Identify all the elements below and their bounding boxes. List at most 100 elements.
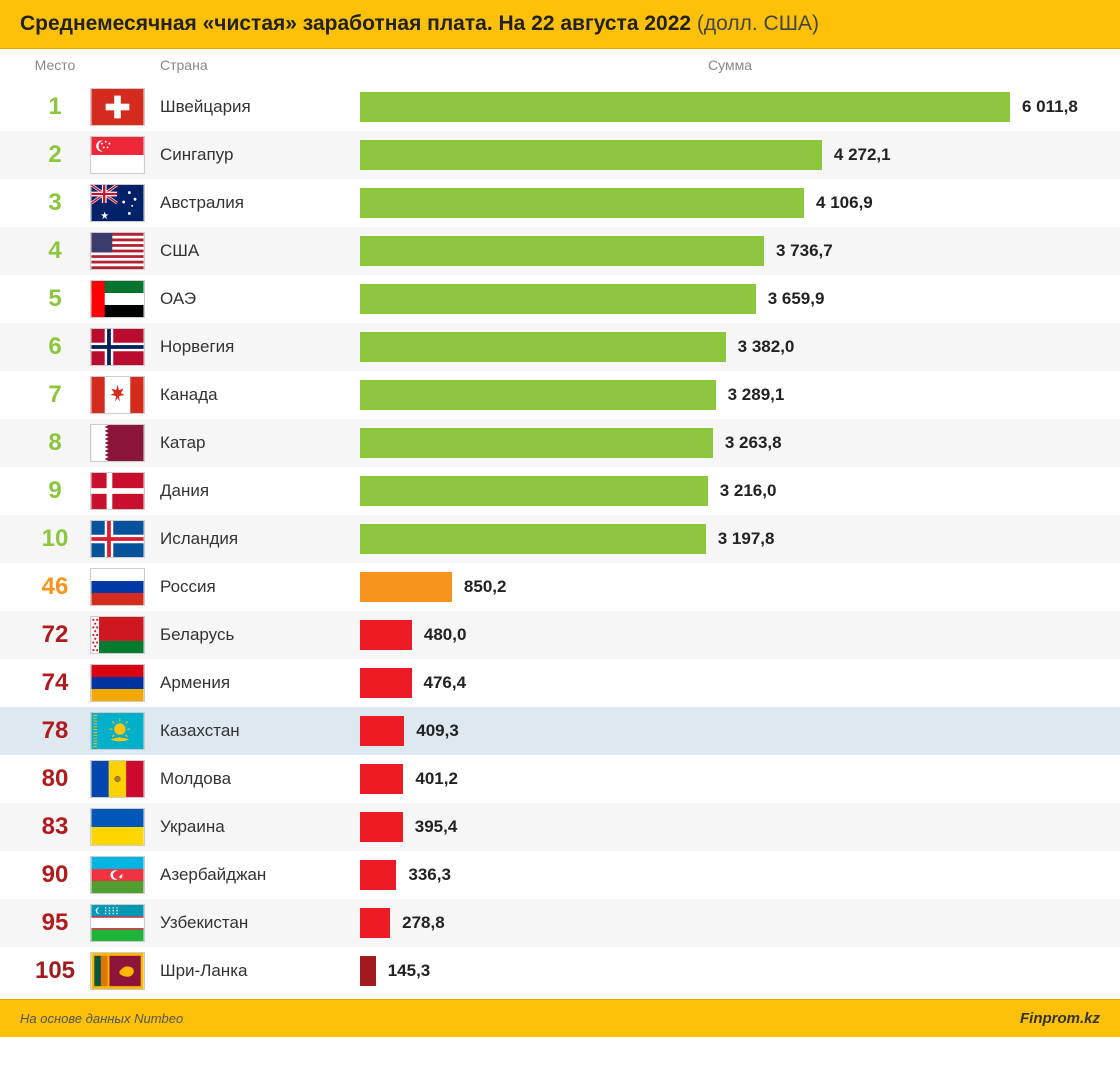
data-row: 72 Беларусь480,0 (0, 611, 1120, 659)
rank-cell: 6 (20, 333, 90, 361)
value-label: 336,3 (408, 865, 451, 885)
flag-icon (90, 664, 160, 702)
bar (360, 572, 452, 602)
bar-area: 3 659,9 (360, 284, 1100, 314)
bar-area: 278,8 (360, 908, 1100, 938)
data-row: 95Узбекистан278,8 (0, 899, 1120, 947)
value-label: 3 736,7 (776, 241, 833, 261)
country-cell: Дания (160, 481, 360, 501)
rank-cell: 1 (20, 93, 90, 121)
country-cell: Исландия (160, 529, 360, 549)
bar-area: 3 736,7 (360, 236, 1100, 266)
flag-icon (90, 760, 160, 798)
data-row: 83Украина395,4 (0, 803, 1120, 851)
country-cell: Швейцария (160, 97, 360, 117)
bar-area: 4 106,9 (360, 188, 1100, 218)
bar (360, 188, 804, 218)
bar (360, 140, 822, 170)
rank-cell: 72 (20, 621, 90, 649)
bar (360, 812, 403, 842)
value-label: 401,2 (415, 769, 458, 789)
bar-area: 850,2 (360, 572, 1100, 602)
bar-area: 401,2 (360, 764, 1100, 794)
data-row: 10Исландия3 197,8 (0, 515, 1120, 563)
data-row: 8 Катар 3 263,8 (0, 419, 1120, 467)
flag-icon (90, 520, 160, 558)
footer-brand: Finprom.kz (1020, 1010, 1100, 1027)
data-row: 5ОАЭ3 659,9 (0, 275, 1120, 323)
value-label: 3 197,8 (718, 529, 775, 549)
rank-cell: 46 (20, 573, 90, 601)
bar (360, 332, 726, 362)
rank-cell: 80 (20, 765, 90, 793)
bar (360, 284, 756, 314)
data-row: 9Дания3 216,0 (0, 467, 1120, 515)
rank-cell: 5 (20, 285, 90, 313)
flag-icon (90, 616, 160, 654)
rows-container: 1Швейцария6 011,82Сингапур4 272,13Австра… (0, 83, 1120, 995)
footer-bar: На основе данных Numbeo Finprom.kz (0, 999, 1120, 1037)
flag-icon (90, 904, 160, 942)
bar (360, 428, 713, 458)
data-row: 46 Россия 850,2 (0, 563, 1120, 611)
bar-area: 480,0 (360, 620, 1100, 650)
country-cell: Шри-Ланка (160, 961, 360, 981)
flag-icon (90, 136, 160, 174)
bar (360, 668, 412, 698)
bar-area: 3 382,0 (360, 332, 1100, 362)
bar-area: 395,4 (360, 812, 1100, 842)
rank-cell: 9 (20, 477, 90, 505)
rank-cell: 8 (20, 429, 90, 457)
data-row: 7 Канада 3 289,1 (0, 371, 1120, 419)
country-cell: Катар (160, 433, 360, 453)
flag-icon (90, 328, 160, 366)
bar (360, 524, 706, 554)
country-cell: Украина (160, 817, 360, 837)
bar (360, 908, 390, 938)
country-cell: Австралия (160, 193, 360, 213)
value-label: 278,8 (402, 913, 445, 933)
value-label: 409,3 (416, 721, 459, 741)
data-row: 74 Армения 476,4 (0, 659, 1120, 707)
bar-area: 3 263,8 (360, 428, 1100, 458)
header-rank: Место (20, 57, 90, 73)
bar (360, 860, 396, 890)
header-amount: Сумма (360, 57, 1100, 73)
rank-cell: 105 (20, 957, 90, 985)
infographic-container: Среднемесячная «чистая» заработная плата… (0, 0, 1120, 1037)
value-label: 850,2 (464, 577, 507, 597)
title-main: Среднемесячная «чистая» заработная плата… (20, 12, 697, 35)
value-label: 476,4 (424, 673, 467, 693)
bar-area: 4 272,1 (360, 140, 1100, 170)
country-cell: Канада (160, 385, 360, 405)
value-label: 4 106,9 (816, 193, 873, 213)
rank-cell: 7 (20, 381, 90, 409)
flag-icon (90, 376, 160, 414)
country-cell: Россия (160, 577, 360, 597)
rank-cell: 90 (20, 861, 90, 889)
value-label: 3 382,0 (738, 337, 795, 357)
data-row: 1 Швейцария 6 011,8 (0, 83, 1120, 131)
flag-icon (90, 712, 160, 750)
bar (360, 236, 764, 266)
country-cell: Молдова (160, 769, 360, 789)
data-row: 80 Молдова 401,2 (0, 755, 1120, 803)
bar-area: 3 197,8 (360, 524, 1100, 554)
value-label: 3 659,9 (768, 289, 825, 309)
country-cell: Сингапур (160, 145, 360, 165)
bar (360, 92, 1010, 122)
title-sub: (долл. США) (697, 12, 819, 35)
bar-area: 336,3 (360, 860, 1100, 890)
country-cell: Беларусь (160, 625, 360, 645)
data-row: 78Казахстан409,3 (0, 707, 1120, 755)
bar-area: 3 289,1 (360, 380, 1100, 410)
rank-cell: 74 (20, 669, 90, 697)
value-label: 6 011,8 (1022, 97, 1078, 117)
country-cell: Армения (160, 673, 360, 693)
value-label: 3 289,1 (728, 385, 785, 405)
value-label: 3 263,8 (725, 433, 782, 453)
bar (360, 476, 708, 506)
flag-icon (90, 568, 160, 606)
value-label: 145,3 (388, 961, 431, 981)
title-bar: Среднемесячная «чистая» заработная плата… (0, 0, 1120, 49)
